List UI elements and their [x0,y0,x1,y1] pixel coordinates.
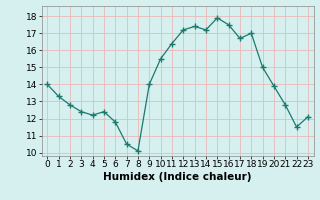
X-axis label: Humidex (Indice chaleur): Humidex (Indice chaleur) [103,172,252,182]
